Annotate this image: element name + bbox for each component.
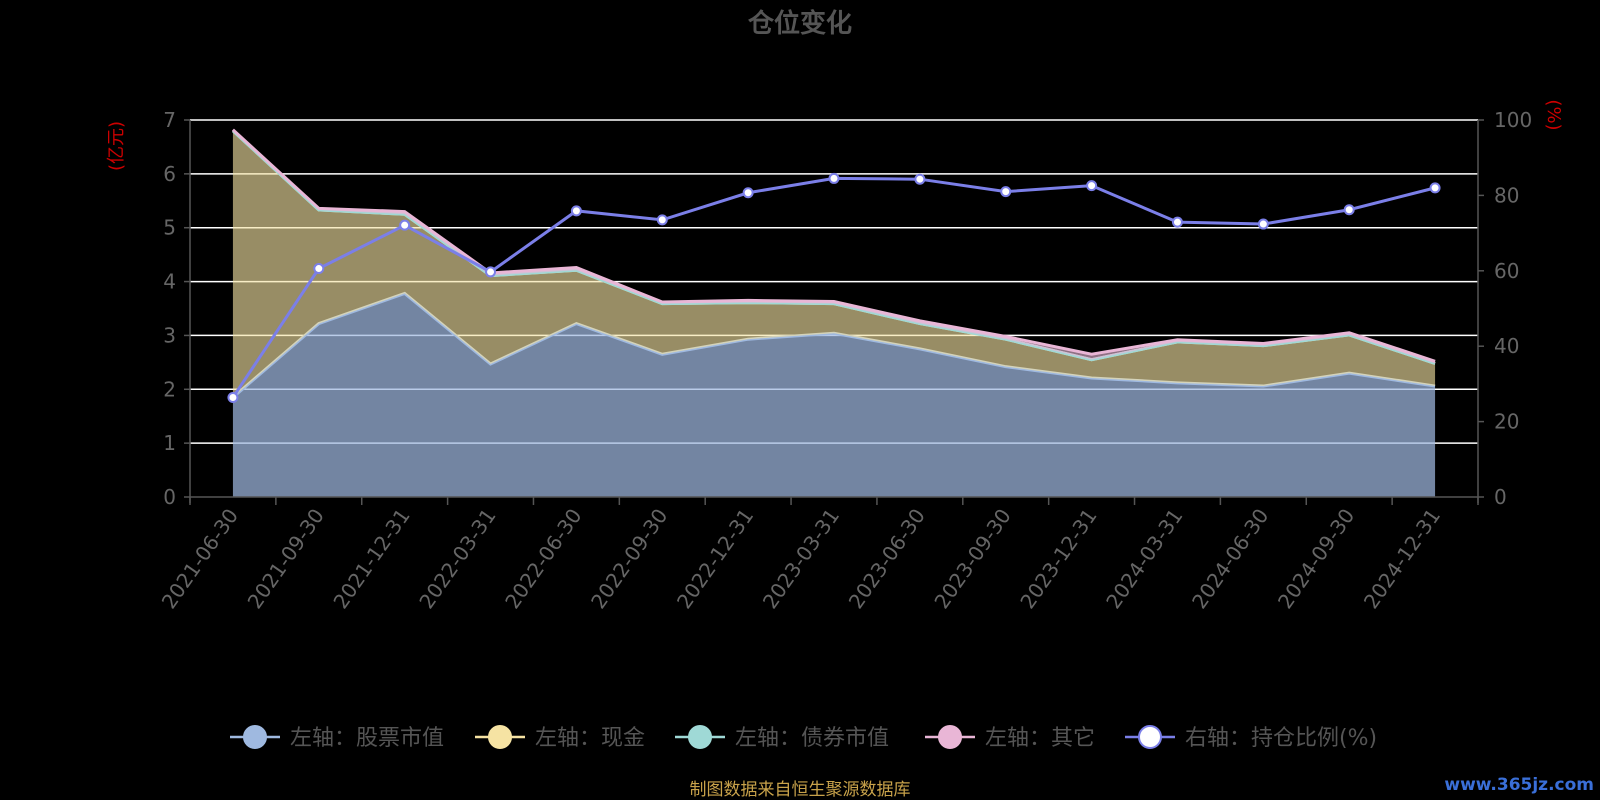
left-tick-label: 3 — [163, 323, 176, 347]
x-tick-label: 2022-06-30 — [500, 504, 586, 613]
legend-item: 左轴：现金 — [475, 725, 645, 751]
ratio-point — [1171, 216, 1183, 228]
left-tick-label: 5 — [163, 216, 176, 240]
area-line-3 — [231, 128, 1436, 363]
ratio-point — [656, 214, 668, 226]
ratio-point — [828, 172, 840, 184]
left-tick-label: 4 — [163, 270, 176, 294]
x-tick-label: 2023-03-31 — [758, 504, 844, 613]
x-tick-label: 2023-12-31 — [1015, 504, 1101, 613]
left-tick-label: 1 — [163, 431, 176, 455]
x-tick-label: 2022-03-31 — [414, 504, 500, 613]
legend-item: 左轴：其它 — [925, 725, 1095, 751]
legend-swatch-marker — [488, 725, 512, 749]
left-tick-label: 2 — [163, 377, 176, 401]
legend-label: 左轴：现金 — [535, 726, 645, 751]
ratio-point — [1343, 204, 1355, 216]
ratio-point — [485, 266, 497, 278]
x-tick-label: 2024-12-31 — [1359, 504, 1445, 613]
legend-item: 右轴：持仓比例(%) — [1125, 725, 1377, 751]
left-axis-unit: (亿元) — [106, 121, 127, 171]
legend-swatch-marker — [1138, 725, 1162, 749]
legend-item: 左轴：股票市值 — [230, 725, 444, 751]
ratio-point — [1257, 218, 1269, 230]
line-layer — [227, 172, 1441, 403]
ratio-point — [1429, 182, 1441, 194]
left-tick-label: 6 — [163, 162, 176, 186]
footer-source: 制图数据来自恒生聚源数据库 — [690, 780, 911, 800]
ratio-point — [570, 205, 582, 217]
ratio-point — [1000, 186, 1012, 198]
ratio-point — [399, 219, 411, 231]
legend-swatch-marker — [688, 725, 712, 749]
x-tick-label: 2023-06-30 — [844, 504, 930, 613]
right-tick-label: 80 — [1494, 183, 1519, 207]
right-axis-unit: (%) — [1543, 99, 1564, 130]
right-tick-label: 0 — [1494, 485, 1507, 509]
right-tick-label: 60 — [1494, 259, 1519, 283]
left-tick-label: 7 — [163, 108, 176, 132]
legend-swatch-marker — [243, 725, 267, 749]
legend-label: 左轴：其它 — [985, 726, 1095, 751]
right-tick-label: 20 — [1494, 410, 1519, 434]
legend-label: 右轴：持仓比例(%) — [1185, 726, 1377, 751]
ratio-point — [227, 391, 239, 403]
x-tick-label: 2022-12-31 — [672, 504, 758, 613]
legend-label: 左轴：债券市值 — [735, 726, 889, 751]
legend: 左轴：股票市值 左轴：现金 左轴：债券市值 左轴：其它 右轴：持仓比例(%) — [230, 725, 1377, 751]
legend-swatch-marker — [938, 725, 962, 749]
ratio-point — [742, 187, 754, 199]
right-tick-label: 100 — [1494, 108, 1532, 132]
legend-item: 左轴：债券市值 — [675, 725, 889, 751]
x-tick-label: 2023-09-30 — [930, 504, 1016, 613]
x-tick-label: 2021-09-30 — [243, 504, 329, 613]
legend-label: 左轴：股票市值 — [290, 726, 444, 751]
left-tick-label: 0 — [163, 485, 176, 509]
x-tick-label: 2021-12-31 — [328, 504, 414, 613]
chart-title: 仓位变化 — [747, 8, 852, 39]
area-layer — [231, 128, 1436, 497]
watermark: www.365jz.com — [1444, 775, 1594, 795]
x-tick-label: 2024-09-30 — [1273, 504, 1359, 613]
right-tick-label: 40 — [1494, 334, 1519, 358]
ratio-point — [914, 173, 926, 185]
x-tick-label: 2021-06-30 — [157, 504, 243, 613]
x-tick-label: 2022-09-30 — [586, 504, 672, 613]
x-tick-label: 2024-03-31 — [1101, 504, 1187, 613]
ratio-point — [1086, 180, 1098, 192]
area-1 — [232, 130, 1436, 398]
ratio-point — [313, 263, 325, 275]
x-tick-label: 2024-06-30 — [1187, 504, 1273, 613]
